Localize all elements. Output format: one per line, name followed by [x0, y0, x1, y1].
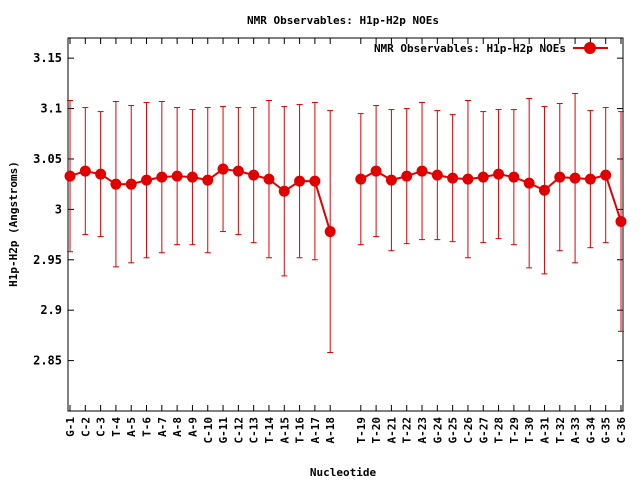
y-axis: 2.85 2.9 2.95 3 3.05 3.1 3.15: [33, 51, 623, 368]
legend: NMR Observables: H1p-H2p NOEs: [374, 42, 608, 55]
series-group: [64, 92, 627, 354]
legend-marker-swatch: [584, 42, 596, 54]
x-tick-label: A-9: [186, 417, 199, 437]
data-point: [401, 170, 413, 182]
data-point: [600, 169, 612, 181]
x-tick-label: T-16: [294, 417, 307, 444]
data-point: [554, 171, 566, 183]
plot-frame: [67, 37, 624, 412]
x-tick-label: A-18: [324, 417, 337, 444]
data-point: [186, 171, 198, 183]
x-tick-label: G-34: [584, 417, 597, 444]
x-tick-label: C-13: [248, 417, 261, 444]
x-tick-label: C-36: [615, 417, 628, 444]
data-point: [447, 172, 459, 184]
data-point: [569, 172, 581, 184]
x-tick-label: T-30: [523, 417, 536, 444]
data-point: [141, 174, 153, 186]
x-tick-label: A-31: [538, 417, 551, 444]
x-tick-label: C-3: [95, 417, 108, 437]
data-point: [294, 175, 306, 187]
data-point: [355, 173, 367, 185]
data-point: [217, 163, 229, 175]
data-point: [416, 165, 428, 177]
data-point: [584, 173, 596, 185]
data-point: [309, 175, 321, 187]
y-tick-label: 2.9: [40, 303, 62, 317]
data-point: [508, 171, 520, 183]
data-point: [232, 165, 244, 177]
data-point: [370, 165, 382, 177]
x-tick-label: C-26: [462, 417, 475, 444]
x-tick-label: T-32: [554, 417, 567, 444]
data-point: [538, 184, 550, 196]
data-point: [431, 169, 443, 181]
x-tick-label: T-20: [370, 417, 383, 444]
x-tick-label: G-25: [447, 417, 460, 444]
data-point: [615, 215, 627, 227]
data-point: [324, 226, 336, 238]
data-point: [493, 168, 505, 180]
x-tick-label: A-7: [156, 417, 169, 437]
data-point: [64, 170, 76, 182]
data-point: [523, 177, 535, 189]
data-point: [125, 178, 137, 190]
y-tick-label: 2.85: [33, 354, 62, 368]
x-tick-label: T-22: [401, 417, 414, 444]
x-tick-label: A-17: [309, 417, 322, 444]
data-point: [248, 169, 260, 181]
x-tick-label: G-24: [431, 417, 444, 444]
y-tick-label: 3.1: [40, 102, 62, 116]
series-line-segment: [604, 174, 622, 222]
x-tick-label: T-19: [355, 417, 368, 444]
x-tick-label: G-1: [64, 417, 77, 437]
data-point: [202, 174, 214, 186]
y-tick-label: 3.05: [33, 152, 62, 166]
data-point: [477, 171, 489, 183]
x-tick-label: T-6: [141, 417, 154, 437]
x-tick-label: T-29: [508, 417, 521, 444]
y-tick-label: 3.15: [33, 51, 62, 65]
x-tick-label: A-33: [569, 417, 582, 444]
data-point: [79, 165, 91, 177]
x-tick-label: T-4: [110, 417, 123, 437]
y-tick-label: 3: [55, 202, 62, 216]
x-tick-label: C-12: [232, 417, 245, 444]
x-tick-label: T-28: [493, 417, 506, 444]
series-line-segment: [313, 180, 332, 232]
legend-entry-label: NMR Observables: H1p-H2p NOEs: [374, 42, 566, 55]
x-tick-label: A-21: [385, 417, 398, 444]
data-point: [278, 185, 290, 197]
data-point: [95, 168, 107, 180]
data-point: [385, 174, 397, 186]
x-tick-label: G-27: [477, 417, 490, 444]
data-point: [263, 173, 275, 185]
x-tick-label: G-35: [600, 417, 613, 444]
data-point: [462, 173, 474, 185]
chart-title: NMR Observables: H1p-H2p NOEs: [247, 14, 439, 27]
data-point: [110, 178, 122, 190]
x-tick-label: A-15: [278, 417, 291, 444]
data-point: [171, 170, 183, 182]
x-tick-label: C-2: [79, 417, 92, 437]
x-tick-label: C-10: [202, 417, 215, 444]
x-tick-label: T-14: [263, 417, 276, 444]
x-tick-label: G-11: [217, 417, 230, 444]
x-axis-label: Nucleotide: [310, 466, 377, 479]
x-tick-label: A-8: [171, 417, 184, 437]
data-point: [156, 171, 168, 183]
y-tick-label: 2.95: [33, 253, 62, 267]
x-tick-label: A-23: [416, 417, 429, 444]
x-axis: G-1 C-2 C-3 T-4 A-5 T-6 A-7 A-8 A-9 C-10 G-11 C-12 C…: [64, 38, 628, 444]
x-tick-label: A-5: [125, 417, 138, 437]
y-axis-label: H1p-H2p (Angstroms): [7, 161, 20, 287]
